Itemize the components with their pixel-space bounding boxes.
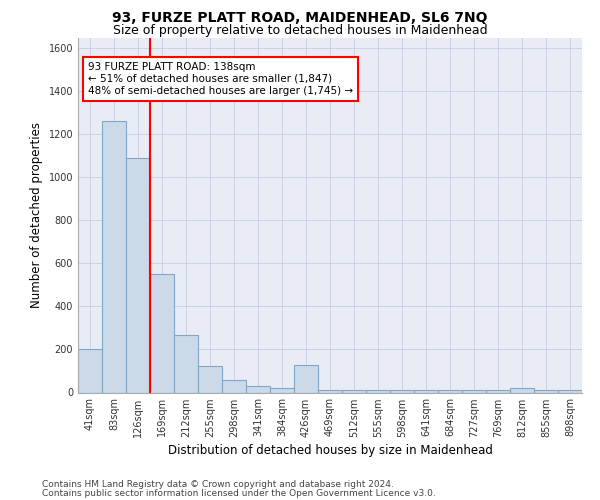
Y-axis label: Number of detached properties: Number of detached properties [30, 122, 43, 308]
Text: 93, FURZE PLATT ROAD, MAIDENHEAD, SL6 7NQ: 93, FURZE PLATT ROAD, MAIDENHEAD, SL6 7N… [112, 11, 488, 25]
Text: Size of property relative to detached houses in Maidenhead: Size of property relative to detached ho… [113, 24, 487, 37]
Bar [366, 390, 390, 392]
Bar [270, 388, 294, 392]
Bar [174, 336, 198, 392]
Text: 93 FURZE PLATT ROAD: 138sqm
← 51% of detached houses are smaller (1,847)
48% of : 93 FURZE PLATT ROAD: 138sqm ← 51% of det… [88, 62, 353, 96]
Bar [222, 380, 246, 392]
Bar [78, 350, 102, 393]
Bar [294, 364, 318, 392]
X-axis label: Distribution of detached houses by size in Maidenhead: Distribution of detached houses by size … [167, 444, 493, 457]
Bar [342, 390, 366, 392]
Bar [462, 390, 486, 392]
Bar [438, 390, 462, 392]
Bar [102, 122, 126, 392]
Bar [390, 390, 414, 392]
Bar [510, 388, 534, 392]
Bar [558, 390, 582, 392]
Bar [534, 390, 558, 392]
Text: Contains public sector information licensed under the Open Government Licence v3: Contains public sector information licen… [42, 488, 436, 498]
Bar [198, 366, 222, 392]
Bar [414, 390, 438, 392]
Bar [318, 390, 342, 392]
Bar [486, 390, 510, 392]
Bar [246, 386, 270, 392]
Bar [150, 274, 174, 392]
Bar [126, 158, 150, 392]
Text: Contains HM Land Registry data © Crown copyright and database right 2024.: Contains HM Land Registry data © Crown c… [42, 480, 394, 489]
